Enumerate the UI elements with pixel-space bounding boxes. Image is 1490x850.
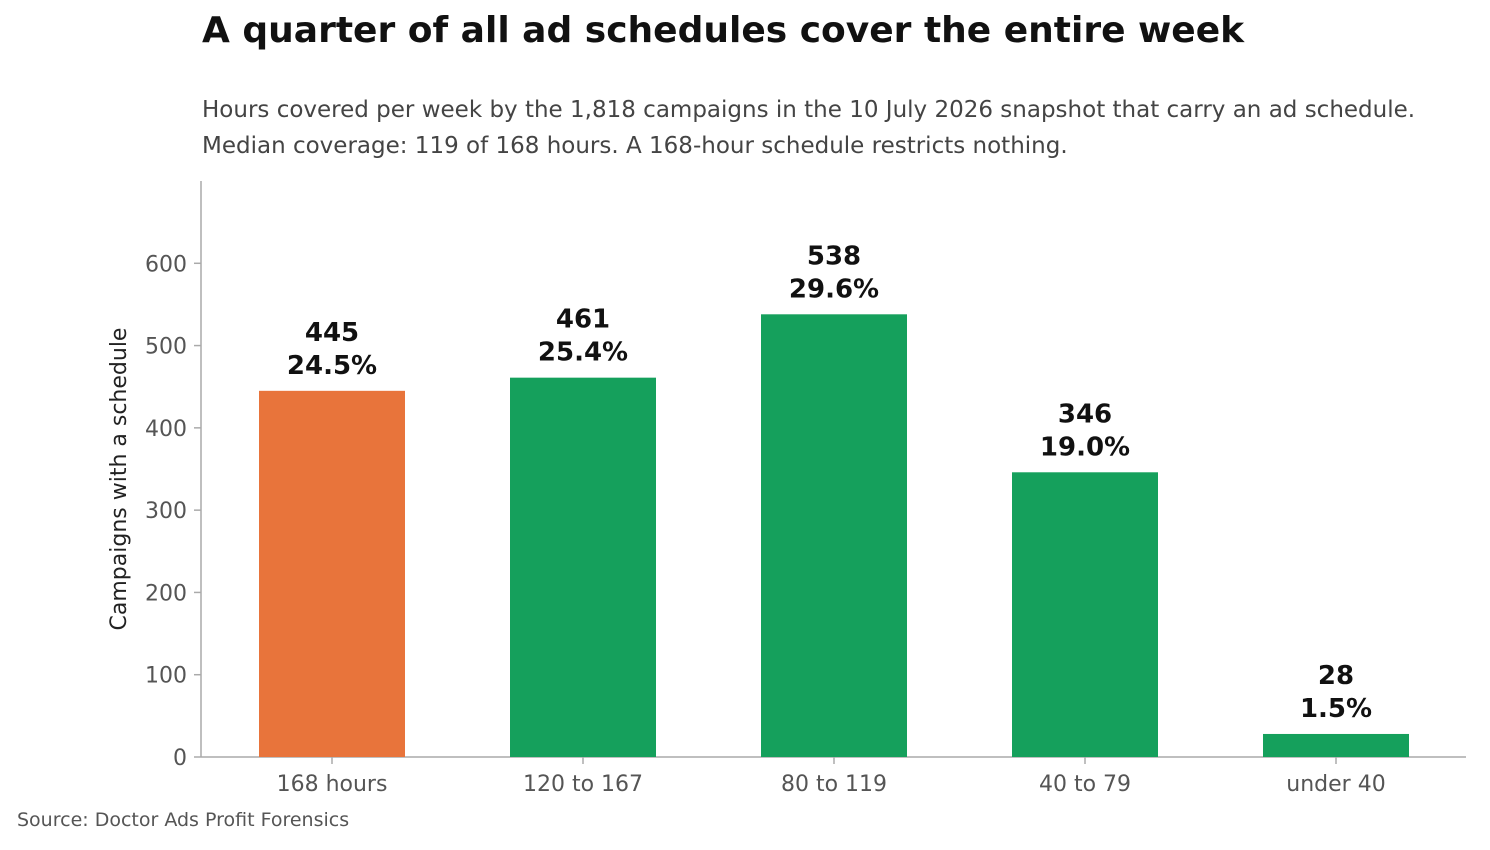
y-tick-label: 300 [145, 499, 187, 524]
bar-percent-label: 1.5% [1300, 694, 1372, 724]
chart-subtitle-line-1: Hours covered per week by the 1,818 camp… [202, 97, 1416, 123]
y-tick-label: 600 [145, 252, 187, 277]
y-tick-label: 100 [145, 664, 187, 689]
y-tick-label: 500 [145, 335, 187, 360]
bar-168-hours [259, 390, 405, 757]
x-tick-label: 80 to 119 [781, 772, 887, 797]
bar-count-label: 28 [1318, 661, 1354, 691]
bar-80-to-119 [761, 314, 907, 757]
bar-percent-label: 25.4% [538, 338, 628, 368]
chart-subtitle-line-2: Median coverage: 119 of 168 hours. A 168… [202, 133, 1068, 159]
x-axis: 168 hours 120 to 167 80 to 119 40 to 79 unde… [201, 756, 1466, 797]
bar-40-to-79 [1012, 472, 1158, 757]
bar-count-label: 461 [556, 305, 610, 335]
bar-120-to-167 [510, 377, 656, 757]
bar-count-label: 538 [807, 241, 861, 271]
bars [259, 314, 1409, 757]
y-tick-label: 200 [145, 581, 187, 606]
source-note: Source: Doctor Ads Profit Forensics [17, 809, 350, 831]
x-tick-label: 168 hours [277, 772, 388, 797]
bar-under-40 [1263, 733, 1409, 757]
y-tick-label: 0 [173, 746, 187, 771]
bar-count-label: 445 [305, 318, 359, 348]
x-tick-label: 120 to 167 [523, 772, 643, 797]
x-tick-label: 40 to 79 [1039, 772, 1131, 797]
x-tick-label: under 40 [1286, 772, 1385, 797]
y-axis-title: Campaigns with a schedule [107, 328, 132, 631]
bar-count-label: 346 [1058, 399, 1112, 429]
bar-percent-label: 29.6% [789, 274, 879, 304]
bar-percent-label: 19.0% [1040, 432, 1130, 462]
y-axis: 0 100 200 300 400 500 600 [145, 181, 202, 771]
y-tick-label: 400 [145, 417, 187, 442]
bar-percent-label: 24.5% [287, 351, 377, 381]
chart-title: A quarter of all ad schedules cover the … [202, 10, 1245, 51]
